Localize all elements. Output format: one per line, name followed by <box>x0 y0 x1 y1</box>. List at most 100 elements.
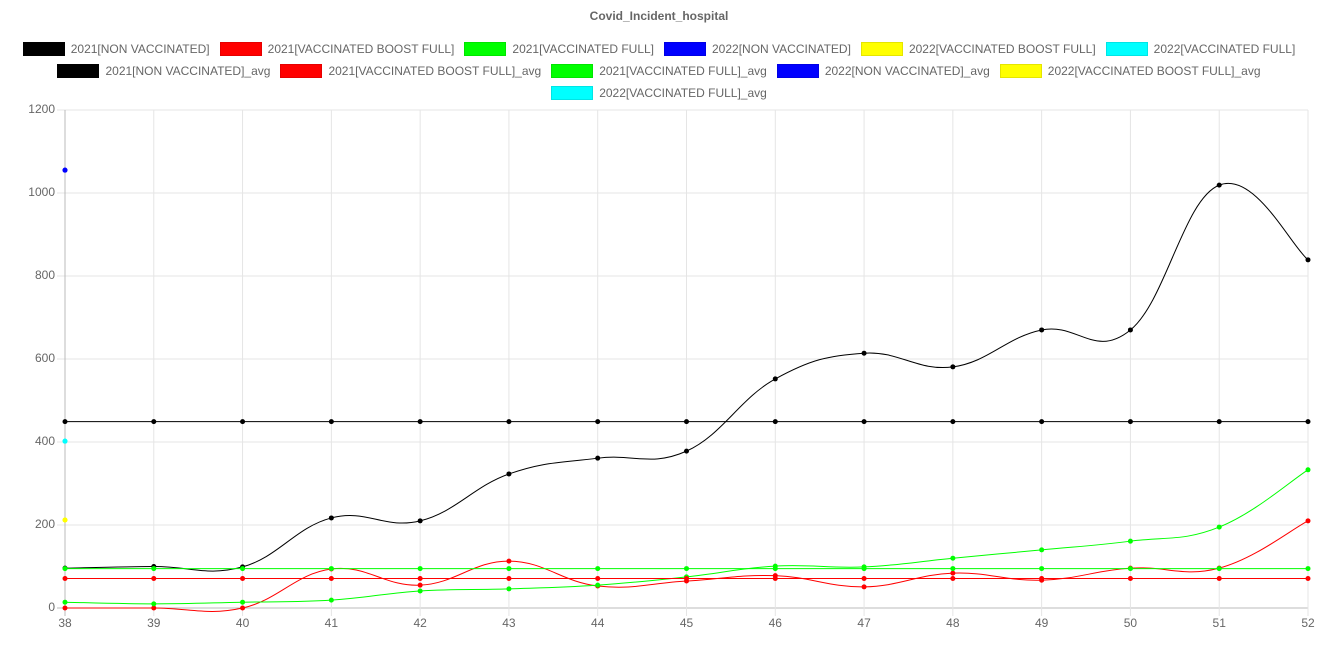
point <box>1039 566 1045 572</box>
point <box>1039 419 1045 425</box>
point <box>506 586 512 592</box>
y-tick-label: 1200 <box>28 102 55 116</box>
point <box>151 419 157 425</box>
point <box>240 576 246 582</box>
legend-label: 2021[VACCINATED BOOST FULL] <box>267 42 455 56</box>
point <box>1305 518 1311 524</box>
legend-item[interactable]: 2021[VACCINATED FULL] <box>464 42 654 56</box>
point <box>1127 327 1133 333</box>
x-tick-label: 40 <box>236 616 250 630</box>
point <box>861 350 867 356</box>
point <box>950 419 956 425</box>
point <box>772 566 778 572</box>
y-tick-label: 800 <box>35 268 55 282</box>
point <box>417 588 423 594</box>
point <box>417 419 423 425</box>
point <box>240 605 246 611</box>
point <box>1305 576 1311 582</box>
x-tick-label: 46 <box>769 616 783 630</box>
chart-title: Covid_Incident_hospital <box>589 9 729 23</box>
x-tick-label: 42 <box>413 616 427 630</box>
point <box>506 576 512 582</box>
legend-item[interactable]: 2022[VACCINATED BOOST FULL] <box>860 42 1096 56</box>
point <box>1216 524 1222 530</box>
legend-item[interactable]: 2021[NON VACCINATED] <box>22 42 210 56</box>
legend-swatch <box>280 64 323 78</box>
y-tick-label: 1000 <box>28 185 55 199</box>
point <box>1039 327 1045 333</box>
series <box>62 419 1311 425</box>
point <box>950 576 956 582</box>
legend-item[interactable]: 2021[VACCINATED BOOST FULL] <box>219 42 455 56</box>
point <box>684 576 689 582</box>
point <box>1127 566 1133 572</box>
point <box>62 167 68 173</box>
legend-swatch <box>551 64 594 78</box>
legend-item[interactable]: 2021[VACCINATED FULL]_avg <box>551 64 767 78</box>
point <box>62 566 68 572</box>
point <box>506 471 512 477</box>
x-tick-label: 49 <box>1035 616 1049 630</box>
point <box>62 599 68 605</box>
legend-swatch <box>776 64 819 78</box>
legend-label: 2022[VACCINATED FULL] <box>1153 42 1296 56</box>
point <box>684 566 689 572</box>
legend-item[interactable]: 2022[VACCINATED BOOST FULL]_avg <box>999 64 1261 78</box>
legend-item[interactable]: 2021[NON VACCINATED]_avg <box>57 64 270 78</box>
legend-item[interactable]: 2022[NON VACCINATED]_avg <box>776 64 990 78</box>
legend-label: 2021[VACCINATED BOOST FULL]_avg <box>328 64 542 78</box>
point <box>1127 576 1133 582</box>
legend-swatch <box>999 64 1042 78</box>
legend-swatch <box>464 42 507 56</box>
point <box>1127 538 1133 544</box>
point <box>595 419 601 425</box>
point <box>684 448 689 454</box>
legend-label: 2022[VACCINATED BOOST FULL] <box>908 42 1096 56</box>
point <box>1216 419 1222 425</box>
legend-swatch <box>22 42 65 56</box>
point <box>1305 566 1311 572</box>
legend-item[interactable]: 2022[NON VACCINATED] <box>664 42 851 56</box>
point <box>240 566 246 572</box>
legend-label: 2021[NON VACCINATED] <box>70 42 210 56</box>
point <box>1039 576 1045 582</box>
legend-label: 2022[VACCINATED BOOST FULL]_avg <box>1047 64 1261 78</box>
legend-label: 2021[NON VACCINATED]_avg <box>105 64 271 78</box>
legend-item[interactable]: 2021[VACCINATED BOOST FULL]_avg <box>280 64 541 78</box>
series <box>62 566 1311 572</box>
point <box>506 419 512 425</box>
point <box>151 566 157 572</box>
point <box>772 576 778 582</box>
x-tick-label: 52 <box>1301 616 1315 630</box>
legend-label: 2022[NON VACCINATED]_avg <box>824 64 990 78</box>
series <box>62 576 1311 582</box>
point <box>684 419 689 425</box>
x-tick-label: 44 <box>591 616 605 630</box>
y-tick-label: 600 <box>35 351 55 365</box>
point <box>417 566 423 572</box>
point <box>1039 547 1045 553</box>
point <box>151 576 157 582</box>
point <box>328 576 334 582</box>
x-tick-label: 47 <box>857 616 871 630</box>
point <box>1305 257 1311 263</box>
point <box>328 419 334 425</box>
point <box>595 576 601 582</box>
point <box>240 419 246 425</box>
point <box>506 558 512 564</box>
legend-item[interactable]: 2022[VACCINATED FULL]_avg <box>551 86 767 100</box>
point <box>772 376 778 382</box>
legend-label: 2022[NON VACCINATED] <box>712 42 851 56</box>
x-tick-label: 48 <box>946 616 960 630</box>
legend-label: 2022[VACCINATED FULL]_avg <box>599 86 767 100</box>
legend: 2021[NON VACCINATED] 2021[VACCINATED BOOS… <box>10 42 1308 100</box>
legend-item[interactable]: 2022[VACCINATED FULL] <box>1105 42 1296 56</box>
point <box>950 555 956 561</box>
legend-swatch <box>1105 42 1148 56</box>
point <box>417 582 423 588</box>
point <box>1216 576 1222 582</box>
point <box>595 566 601 572</box>
x-tick-label: 50 <box>1124 616 1138 630</box>
